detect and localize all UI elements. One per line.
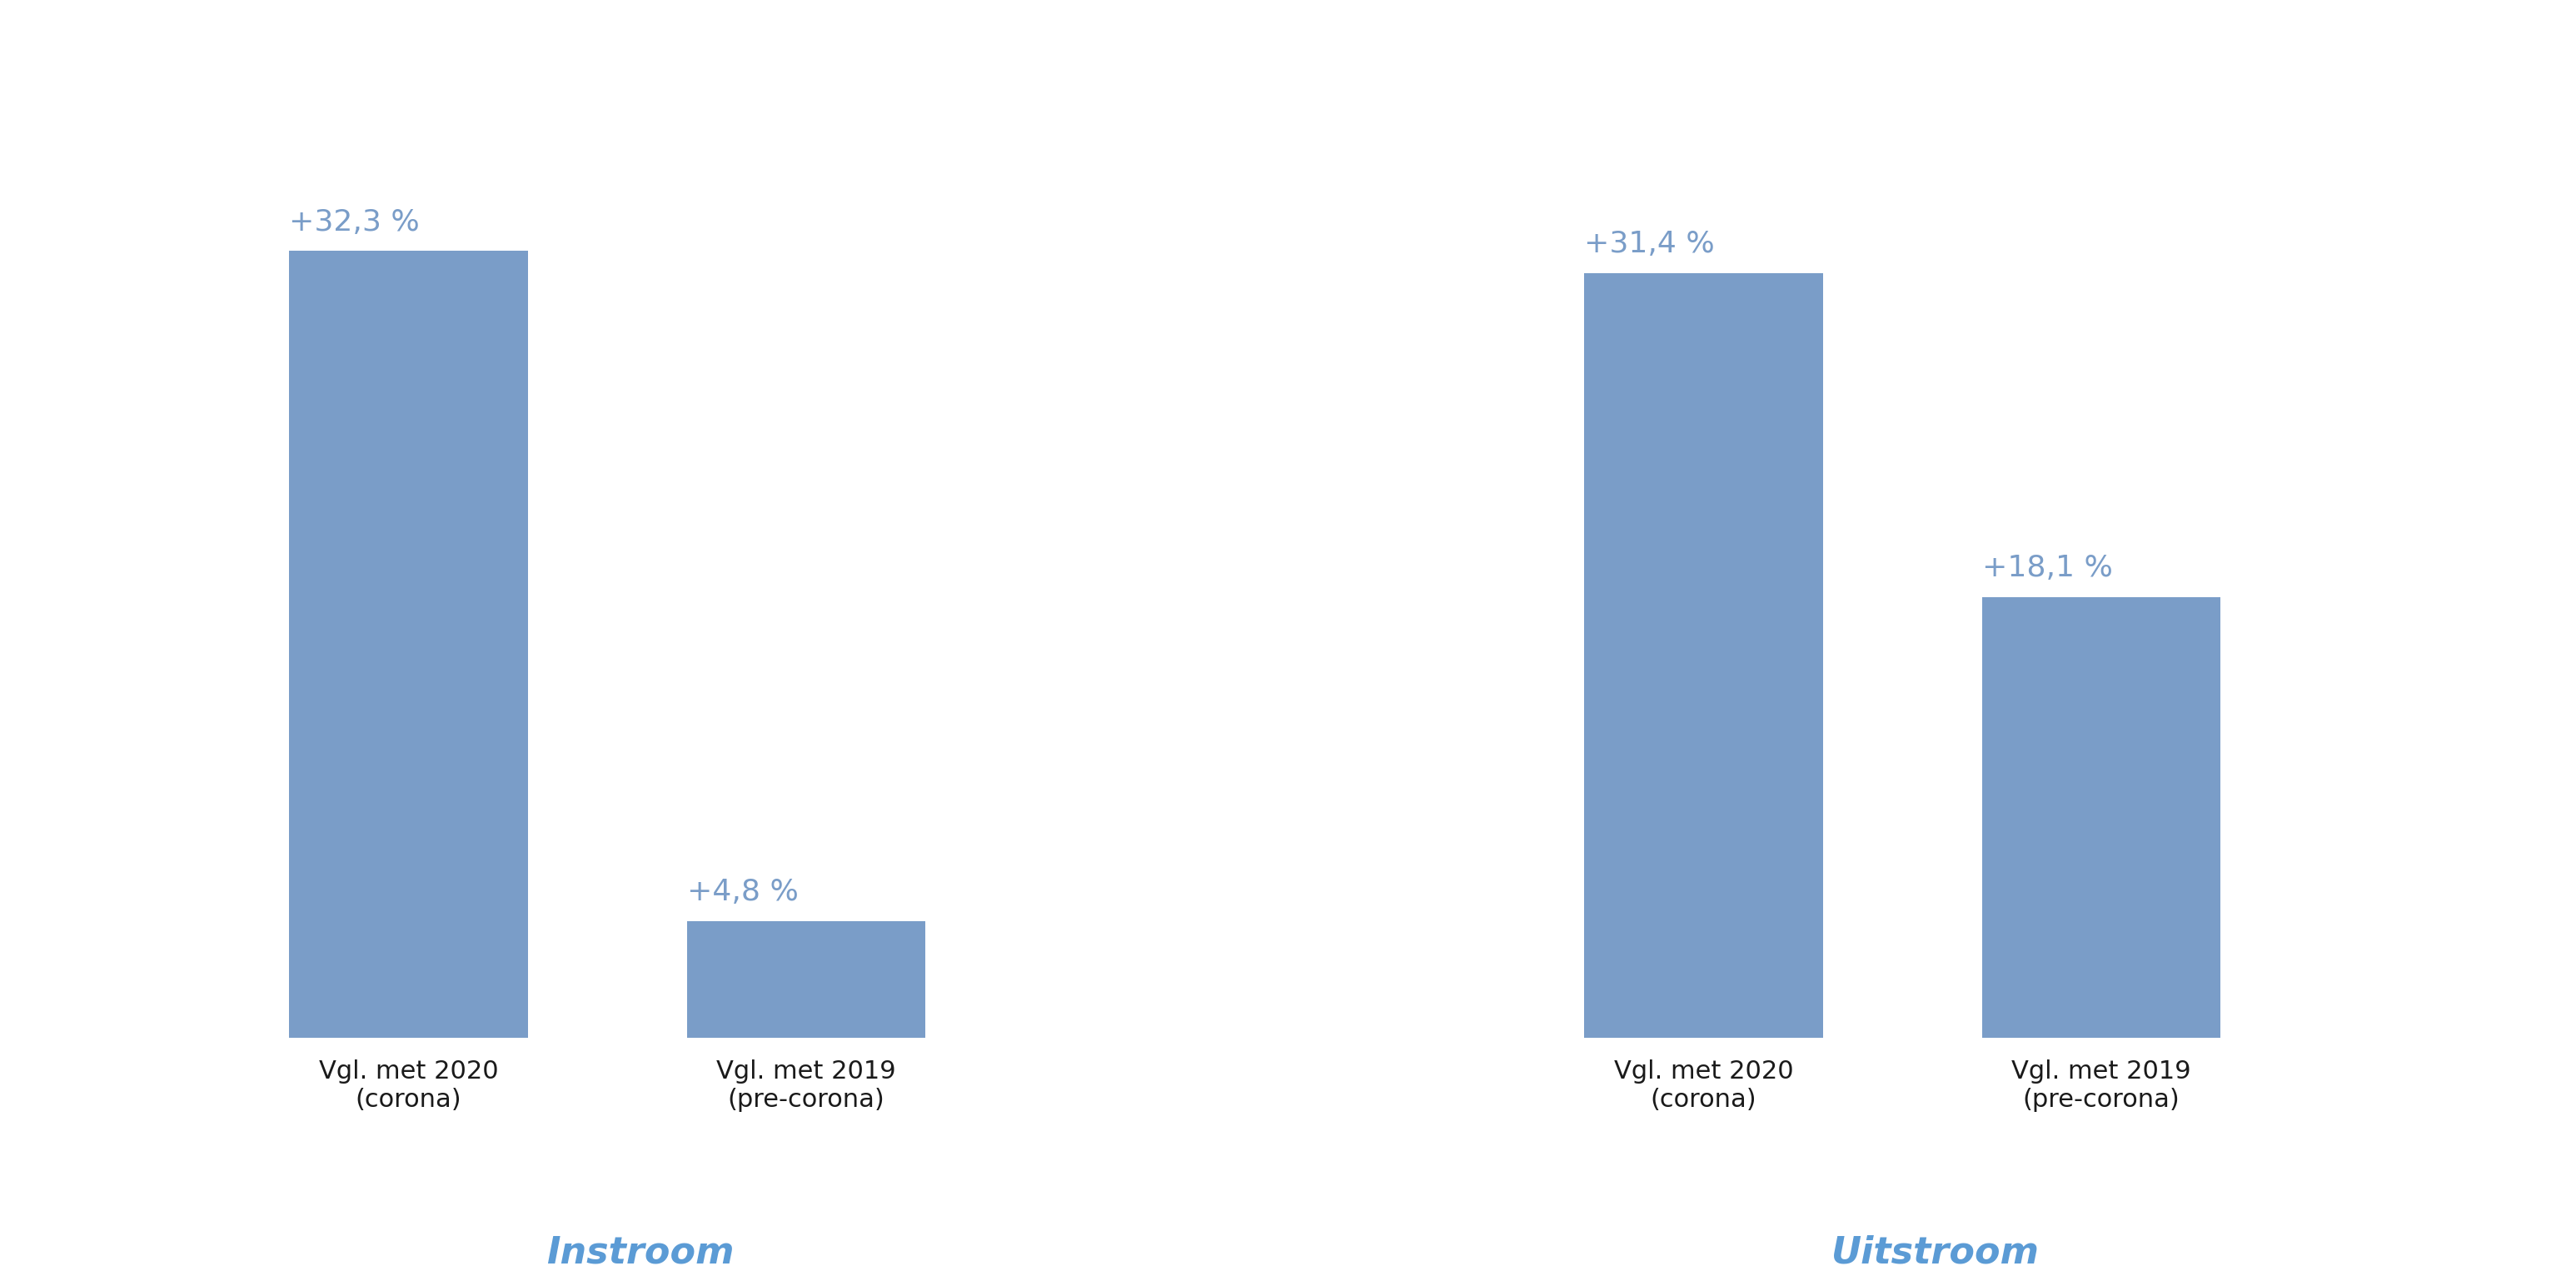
Text: Uitstroom: Uitstroom <box>1832 1234 2040 1266</box>
Text: +18,1 %: +18,1 % <box>1981 555 2112 582</box>
Text: Instroom: Instroom <box>546 1234 734 1266</box>
Text: +4,8 %: +4,8 % <box>688 879 799 906</box>
Text: +31,4 %: +31,4 % <box>1584 230 1716 258</box>
Bar <box>289 251 528 1038</box>
Text: +32,3 %: +32,3 % <box>289 208 420 237</box>
Bar <box>1584 273 1824 1038</box>
Bar <box>1981 598 2221 1038</box>
Bar <box>688 922 925 1038</box>
